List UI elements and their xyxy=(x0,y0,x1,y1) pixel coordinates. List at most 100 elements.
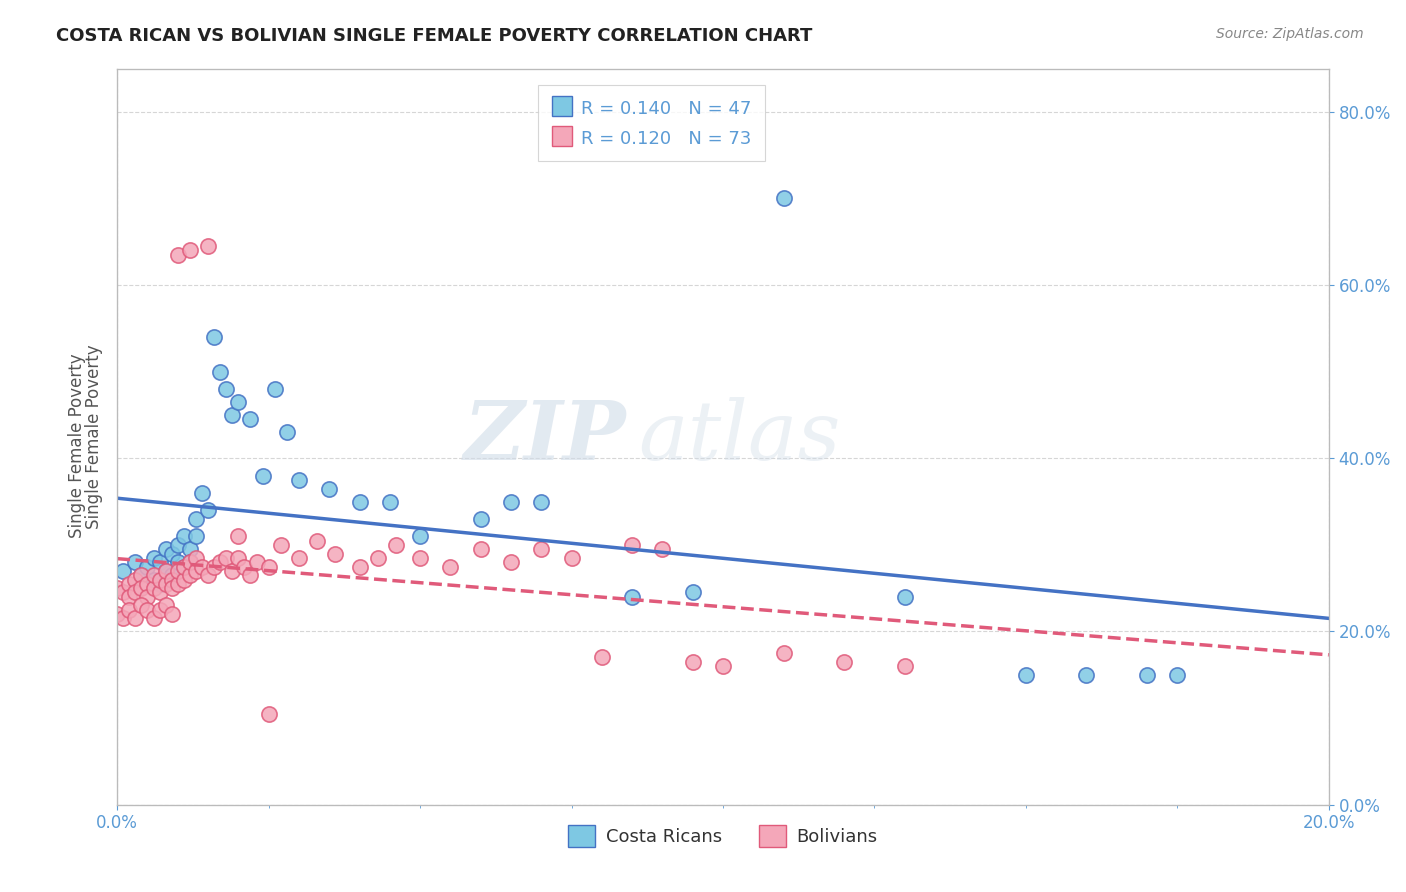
Point xyxy=(307,533,329,548)
Point xyxy=(252,468,274,483)
Point xyxy=(155,599,177,613)
Point xyxy=(142,581,165,595)
Point xyxy=(349,494,371,508)
Point xyxy=(166,538,188,552)
Point xyxy=(1136,667,1159,681)
Point xyxy=(221,408,243,422)
Point xyxy=(166,248,188,262)
Point xyxy=(367,550,389,565)
Point xyxy=(136,559,159,574)
Point xyxy=(118,590,141,604)
Point xyxy=(439,559,461,574)
Point xyxy=(239,568,262,582)
Text: Source: ZipAtlas.com: Source: ZipAtlas.com xyxy=(1216,27,1364,41)
Point xyxy=(378,494,401,508)
Text: ZIP: ZIP xyxy=(464,397,626,476)
Point xyxy=(651,542,673,557)
Point xyxy=(136,590,159,604)
Point xyxy=(893,590,915,604)
Point xyxy=(409,529,432,543)
Point xyxy=(142,611,165,625)
Point xyxy=(772,646,794,660)
Point xyxy=(228,550,250,565)
Point xyxy=(221,564,243,578)
Point xyxy=(155,577,177,591)
Point xyxy=(409,550,432,565)
Point xyxy=(112,611,135,625)
Point xyxy=(470,512,492,526)
Point xyxy=(209,365,232,379)
Point xyxy=(530,542,553,557)
Point xyxy=(621,538,644,552)
Point xyxy=(131,581,153,595)
Point xyxy=(385,538,408,552)
Point xyxy=(166,555,188,569)
Point xyxy=(136,603,159,617)
Point xyxy=(621,590,644,604)
Point xyxy=(263,382,285,396)
Point xyxy=(155,564,177,578)
Point xyxy=(124,585,146,599)
Point xyxy=(149,573,172,587)
Point xyxy=(893,659,915,673)
Point xyxy=(228,395,250,409)
Point xyxy=(142,550,165,565)
Point xyxy=(142,573,165,587)
Point xyxy=(257,706,280,721)
Point xyxy=(173,559,195,574)
Point xyxy=(197,239,219,253)
Point xyxy=(173,529,195,543)
Point xyxy=(160,573,183,587)
Text: atlas: atlas xyxy=(638,397,841,476)
Point xyxy=(184,529,207,543)
Point xyxy=(136,577,159,591)
Point xyxy=(499,494,522,508)
Point xyxy=(832,655,855,669)
Point xyxy=(149,585,172,599)
Point xyxy=(166,577,188,591)
Point xyxy=(191,559,214,574)
Point xyxy=(209,555,232,569)
Point xyxy=(270,538,292,552)
Point xyxy=(1076,667,1098,681)
Point xyxy=(124,611,146,625)
Point xyxy=(276,425,298,440)
Point xyxy=(149,577,172,591)
Point xyxy=(173,559,195,574)
Point xyxy=(318,482,340,496)
Point xyxy=(1015,667,1038,681)
Point xyxy=(155,542,177,557)
Point xyxy=(131,568,153,582)
Point xyxy=(166,564,188,578)
Point xyxy=(591,650,613,665)
Text: COSTA RICAN VS BOLIVIAN SINGLE FEMALE POVERTY CORRELATION CHART: COSTA RICAN VS BOLIVIAN SINGLE FEMALE PO… xyxy=(56,27,813,45)
Point xyxy=(179,542,201,557)
Point xyxy=(197,503,219,517)
Point xyxy=(530,494,553,508)
Point xyxy=(711,659,734,673)
Point xyxy=(160,568,183,582)
Point xyxy=(179,244,201,258)
Point xyxy=(349,559,371,574)
Point xyxy=(191,486,214,500)
Point xyxy=(184,564,207,578)
Point xyxy=(499,555,522,569)
Point xyxy=(245,555,267,569)
Point xyxy=(124,555,146,569)
Point xyxy=(142,568,165,582)
Point xyxy=(160,547,183,561)
Point xyxy=(149,555,172,569)
Point xyxy=(173,573,195,587)
Point xyxy=(112,585,135,599)
Point xyxy=(105,581,128,595)
Point xyxy=(288,550,311,565)
Point xyxy=(215,382,238,396)
Point xyxy=(160,607,183,622)
Point xyxy=(155,564,177,578)
Point xyxy=(239,412,262,426)
Point xyxy=(112,564,135,578)
Point xyxy=(288,473,311,487)
Point xyxy=(105,607,128,622)
Point xyxy=(228,529,250,543)
Y-axis label: Single Female Poverty: Single Female Poverty xyxy=(86,344,103,529)
